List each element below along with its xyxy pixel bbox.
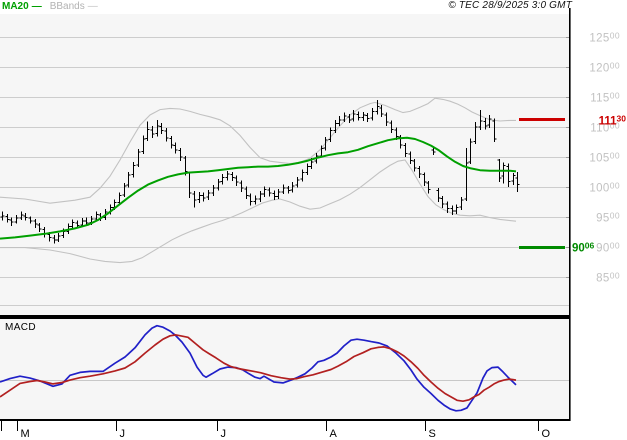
macd-panel-label: MACD — [5, 322, 37, 333]
ma20-line — [0, 136, 517, 240]
month-label-S: S — [429, 428, 436, 440]
month-label-J: J — [120, 428, 126, 440]
y-axis-label: 10500 — [589, 151, 620, 165]
month-label-O: O — [542, 428, 551, 440]
month-label-J: J — [221, 428, 227, 440]
panel-separator — [0, 315, 570, 319]
y-axis-label: 11500 — [590, 91, 620, 105]
level-label-90: 9006 — [572, 241, 595, 255]
plot-right-border — [569, 8, 571, 421]
y-axis-label: 11000 — [590, 121, 620, 135]
x-axis-line — [0, 419, 570, 421]
signal-line — [0, 334, 517, 403]
legend-ma20-label: MA20 — [2, 1, 29, 12]
ohlc-bars-path — [0, 100, 520, 244]
price-axis-labels: 12500 12000 11500 11000 10500 10000 9500 9000 85… — [589, 31, 620, 285]
level-label-111: 11130 — [599, 114, 627, 128]
y-axis-label: 12000 — [589, 61, 620, 75]
y-axis-label: 9000 — [596, 241, 620, 255]
y-axis-label: 10000 — [589, 181, 620, 195]
plot-background — [0, 14, 570, 419]
chart-legend: MA20— BBands — — [2, 0, 98, 13]
legend-ma20-swatch: — — [31, 1, 42, 12]
y-axis-label: 9500 — [596, 211, 620, 225]
month-label-M: M — [21, 428, 30, 440]
legend-bbands-swatch: — — [87, 1, 98, 12]
y-axis-label: 8500 — [596, 271, 620, 285]
y-axis-label: 12500 — [589, 31, 620, 45]
macd-line — [0, 324, 517, 412]
copyright-text: © TEC 28/9/2025 3:0 GMT — [448, 0, 572, 11]
month-label-A: A — [330, 428, 338, 440]
ohlc-bar-series — [0, 100, 520, 244]
legend-bbands-label: BBands — [49, 1, 85, 12]
bollinger-lower-band-line — [0, 159, 517, 264]
